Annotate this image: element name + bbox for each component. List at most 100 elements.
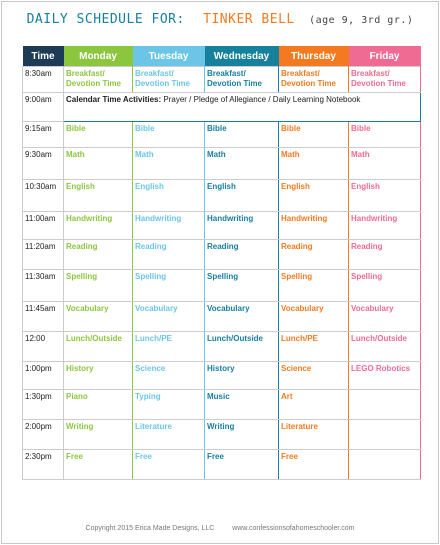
schedule-row: 11:20am Reading Reading Reading Reading Readi… [22, 239, 421, 270]
activity-cell: English [204, 179, 279, 212]
activity-cell: Math [132, 147, 205, 180]
activity-cell: Handwriting [63, 211, 133, 240]
activity-cell [348, 449, 421, 480]
activity-cell: Art [278, 389, 349, 420]
activity-cell: Reading [132, 239, 205, 270]
time-cell: 11:30am [22, 269, 64, 302]
activity-cell: Writing [63, 419, 133, 450]
activity-cell: Literature [132, 419, 205, 450]
activity-cell: Free [132, 449, 205, 480]
activity-cell: Bible [63, 121, 133, 148]
column-header: Monday [63, 46, 133, 67]
activity-cell: Free [63, 449, 133, 480]
activity-cell [348, 419, 421, 450]
schedule-row: 1:00pm History Science History Science LEGO R… [22, 361, 421, 390]
time-cell: 11:20am [22, 239, 64, 270]
activity-cell: Spelling [132, 269, 205, 302]
activity-cell: Vocabulary [63, 301, 133, 332]
activity-cell [348, 389, 421, 420]
activity-cell: Reading [63, 239, 133, 270]
table-body: 8:30am Breakfast/ Devotion Time Breakfast/… [22, 66, 421, 480]
column-header: Thursday [278, 46, 349, 67]
time-cell: 8:30am [22, 66, 64, 93]
time-cell: 2:00pm [22, 419, 64, 450]
activity-cell: Spelling [278, 269, 349, 302]
schedule-row: 11:30am Spelling Spelling Spelling Spelling S… [22, 269, 421, 302]
column-header: Tuesday [132, 46, 205, 67]
activity-cell: Math [204, 147, 279, 180]
activity-cell: Math [348, 147, 421, 180]
time-cell: 12:00 [22, 331, 64, 362]
activity-cell: LEGO Robotics [348, 361, 421, 390]
activity-cell: History [63, 361, 133, 390]
time-cell: 9:30am [22, 147, 64, 180]
schedule-row: 11:00am Handwriting Handwriting Handwriting… [22, 211, 421, 240]
schedule-row: 2:00pm Writing Literature Writing Literature [22, 419, 421, 450]
activity-cell: History [204, 361, 279, 390]
activity-cell: Lunch/Outside [63, 331, 133, 362]
activity-cell: Spelling [63, 269, 133, 302]
calendar-label: Calendar Time Activities: [66, 95, 162, 104]
time-cell: 1:30pm [22, 389, 64, 420]
activity-cell: English [63, 179, 133, 212]
calendar-text: Prayer / Pledge of Allegiance / Daily Le… [163, 95, 361, 104]
activity-cell: Breakfast/ Devotion Time [63, 66, 133, 93]
activity-cell: Free [278, 449, 349, 480]
schedule-row: 8:30am Breakfast/ Devotion Time Breakfast/… [22, 66, 421, 93]
activity-cell: Breakfast/ Devotion Time [132, 66, 205, 93]
activity-cell: Reading [278, 239, 349, 270]
activity-cell: Math [63, 147, 133, 180]
student-note: (age 9, 3rd gr.) [309, 15, 414, 26]
title: Daily Schedule for: Tinker Bell (age 9, … [0, 12, 440, 27]
activity-cell: Lunch/Outside [204, 331, 279, 362]
activity-cell: Writing [204, 419, 279, 450]
activity-cell: Spelling [348, 269, 421, 302]
schedule-row: 9:30am Math Math Math Math Math [22, 147, 421, 180]
activity-cell: Handwriting [348, 211, 421, 240]
activity-cell: Reading [204, 239, 279, 270]
activity-cell: Handwriting [278, 211, 349, 240]
activity-cell: Literature [278, 419, 349, 450]
time-cell: 11:00am [22, 211, 64, 240]
activity-cell: Lunch/PE [278, 331, 349, 362]
activity-cell: Breakfast/ Devotion Time [348, 66, 421, 93]
activity-cell: Breakfast/ Devotion Time [204, 66, 279, 93]
time-cell: 9:00am [22, 92, 64, 122]
schedule-row: 2:30pm Free Free Free Free [22, 449, 421, 480]
activity-cell: Vocabulary [348, 301, 421, 332]
activity-cell: Bible [204, 121, 279, 148]
activity-cell: Typing [132, 389, 205, 420]
activity-cell: Science [132, 361, 205, 390]
activity-cell: Vocabulary [204, 301, 279, 332]
website: www.confessionsofahomeschooler.com [232, 525, 355, 532]
header-row: Time Monday Tuesday Wednesday Thursday Friday [22, 46, 421, 67]
schedule-table: Time Monday Tuesday Wednesday Thursday Friday… [22, 46, 421, 480]
column-header: Time [22, 46, 64, 67]
activity-cell: Handwriting [204, 211, 279, 240]
activity-cell: English [278, 179, 349, 212]
activity-cell: Free [204, 449, 279, 480]
activity-cell: Lunch/PE [132, 331, 205, 362]
column-header: Wednesday [204, 46, 279, 67]
activity-cell: Bible [132, 121, 205, 148]
activity-cell: Spelling [204, 269, 279, 302]
merged-cell: Calendar Time Activities: Prayer / Pledg… [63, 92, 421, 122]
activity-cell: Music [204, 389, 279, 420]
activity-cell: English [348, 179, 421, 212]
schedule-row: 11:45am Vocabulary Vocabulary Vocabulary Voc… [22, 301, 421, 332]
activity-cell: Math [278, 147, 349, 180]
copyright: Copyright 2015 Erica Made Designs, LLC [85, 525, 215, 532]
schedule-row: 12:00 Lunch/Outside Lunch/PE Lunch/Outside L… [22, 331, 421, 362]
column-header: Friday [348, 46, 421, 67]
activity-cell: Bible [348, 121, 421, 148]
schedule-row: 9:00am Calendar Time Activities: Prayer /… [22, 92, 421, 122]
activity-cell: Science [278, 361, 349, 390]
activity-cell: Reading [348, 239, 421, 270]
time-cell: 11:45am [22, 301, 64, 332]
time-cell: 1:00pm [22, 361, 64, 390]
activity-cell: Piano [63, 389, 133, 420]
activity-cell: Breakfast/ Devotion Time [278, 66, 349, 93]
activity-cell: English [132, 179, 205, 212]
